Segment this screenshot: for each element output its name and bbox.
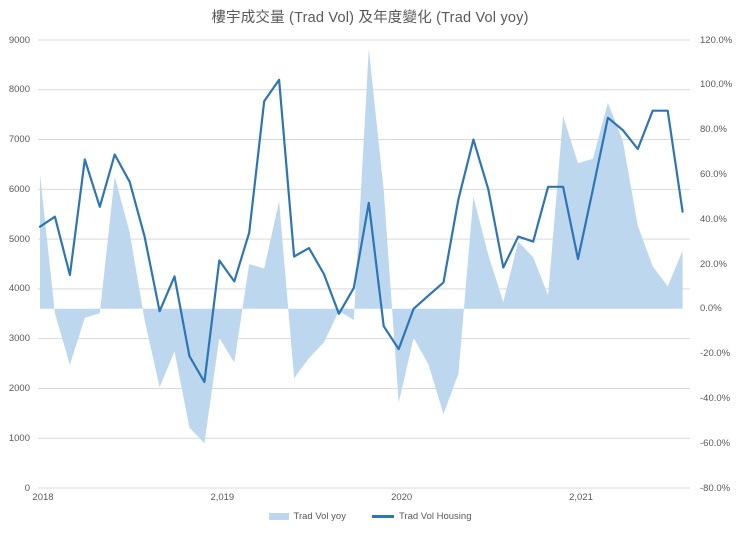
left-axis-tick: 9000 [8, 34, 30, 46]
right-axis-tick: 0.0% [700, 303, 722, 315]
line-series-trad-vol-housing [38, 78, 684, 384]
x-axis-tick: 2020 [391, 492, 413, 503]
chart-legend: Trad Vol yoy Trad Vol Housing [0, 511, 740, 522]
left-axis-tick: 6000 [8, 183, 30, 195]
right-axis-tick: 100.0% [700, 79, 733, 91]
left-axis-tick: 5000 [8, 233, 30, 245]
legend-label-line: Trad Vol Housing [398, 511, 472, 522]
legend-item-trad-vol-yoy: Trad Vol yoy [268, 511, 346, 522]
left-axis-tick: 2000 [8, 382, 30, 394]
left-axis-tick: 8000 [8, 84, 30, 96]
left-axis-tick: 3000 [8, 333, 30, 345]
right-axis-tick: -60.0% [700, 437, 731, 449]
right-axis-tick: -40.0% [700, 392, 731, 404]
right-axis-tick: 20.0% [700, 258, 727, 270]
right-axis-tick: 120.0% [700, 34, 733, 46]
area-series-swatch [268, 513, 289, 520]
left-axis-tick: 7000 [8, 134, 30, 146]
right-axis-tick: 80.0% [700, 124, 727, 136]
right-axis-tick: -20.0% [700, 348, 731, 360]
left-axis-tick: 4000 [8, 283, 30, 295]
x-axis-tick: 2,019 [210, 492, 235, 503]
left-axis-tick: 0 [24, 482, 30, 494]
right-axis-tick: 40.0% [700, 213, 727, 225]
left-axis-tick: 1000 [8, 432, 30, 444]
chart-title: 樓宇成交量 (Trad Vol) 及年度變化 (Trad Vol yoy) [211, 10, 529, 26]
right-axis-tick: -80.0% [700, 482, 731, 494]
x-axis-tick: 2018 [32, 492, 54, 503]
right-axis-tick: 60.0% [700, 168, 727, 180]
line-series-swatch [371, 515, 394, 518]
legend-label-area: Trad Vol yoy [293, 511, 346, 522]
legend-item-trad-vol-housing: Trad Vol Housing [371, 511, 472, 522]
x-axis-tick: 2,021 [569, 492, 593, 503]
